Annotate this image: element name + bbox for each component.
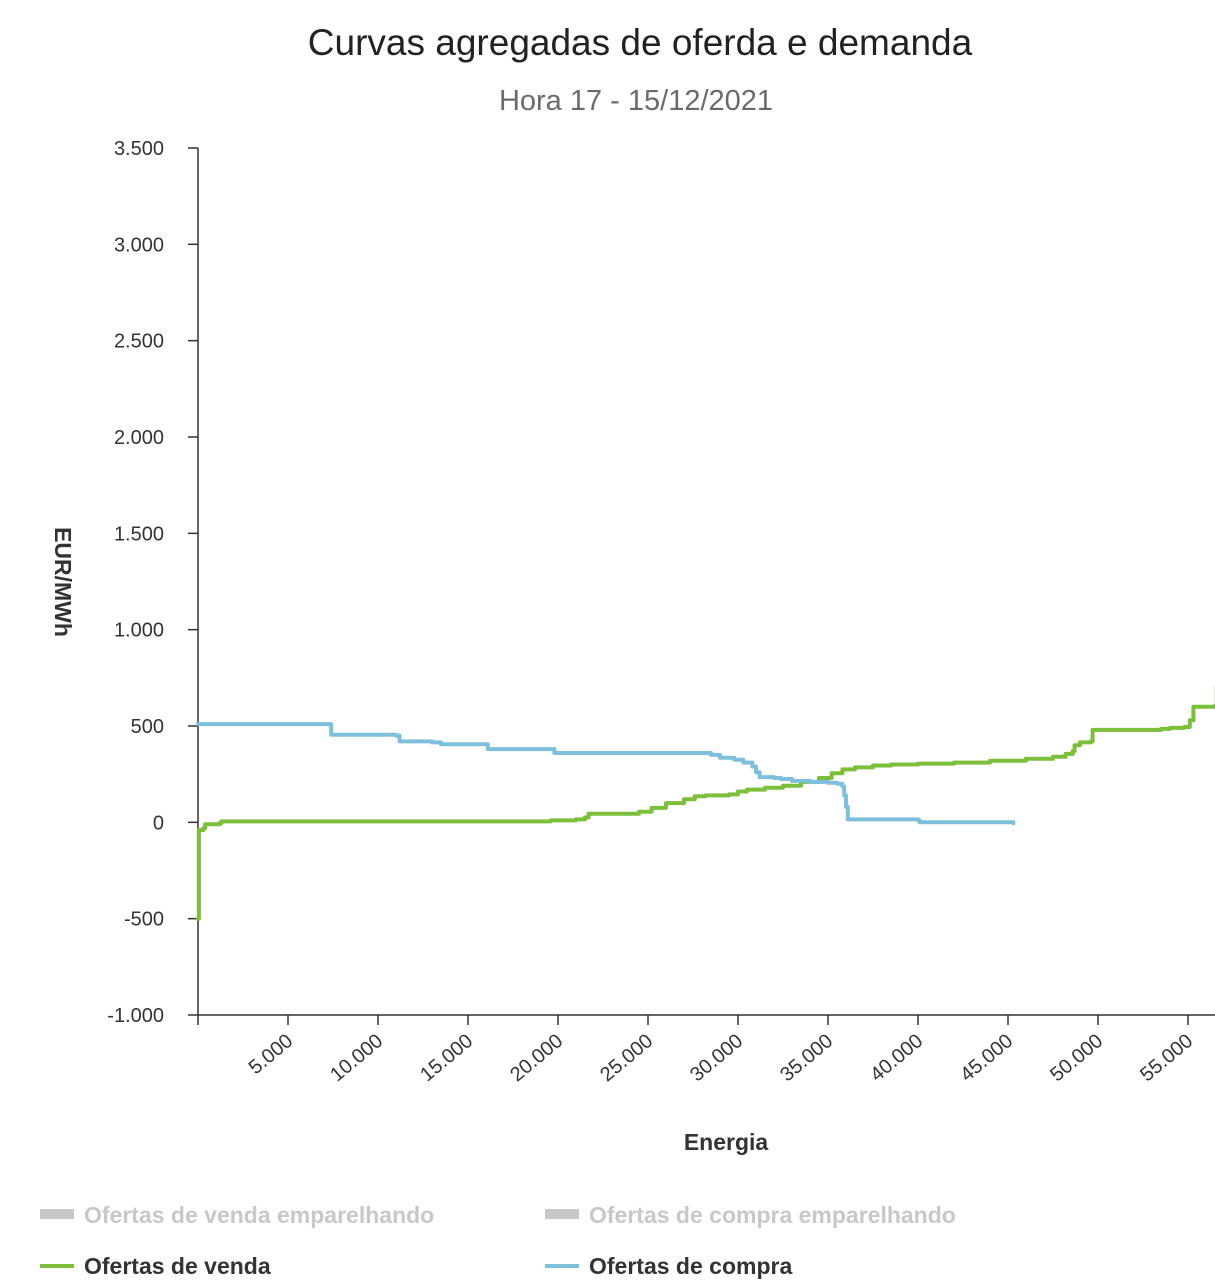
x-tick-label: 35.000 [776, 1030, 837, 1086]
chart-title: Curvas agregadas de oferda e demanda [308, 22, 973, 63]
legend-swatch [40, 1209, 74, 1219]
legend-label: Ofertas de venda [84, 1253, 271, 1279]
x-tick-label: 50.000 [1046, 1030, 1107, 1086]
x-tick-label: 45.000 [956, 1030, 1017, 1086]
y-tick-label: 500 [131, 716, 164, 738]
chart-subtitle: Hora 17 - 15/12/2021 [499, 85, 773, 117]
x-axis-title: Energia [684, 1129, 769, 1155]
legend-item[interactable]: Ofertas de compra emparelhando [545, 1202, 956, 1228]
legend-item[interactable]: Ofertas de venda [40, 1253, 271, 1279]
y-tick-label: 2.500 [114, 331, 164, 353]
series-line-ofertas-de-venda [196, 684, 1215, 921]
y-tick-label: -500 [124, 909, 164, 931]
x-tick-label: 10.000 [326, 1030, 387, 1086]
y-tick-label: 1.000 [114, 620, 164, 642]
legend-label: Ofertas de compra emparelhando [589, 1202, 956, 1228]
y-tick-label: 0 [153, 812, 164, 834]
series-line-ofertas-de-compra [196, 722, 1016, 826]
legend: Ofertas de venda emparelhando Ofertas de … [40, 1202, 956, 1279]
x-tick-label: 30.000 [686, 1030, 747, 1086]
y-tick-label: 2.000 [114, 427, 164, 449]
x-tick-label: 20.000 [506, 1030, 567, 1086]
x-tick-label: 25.000 [596, 1030, 657, 1086]
x-tick-label: 55.000 [1136, 1030, 1197, 1086]
y-tick-label: 1.500 [114, 523, 164, 545]
legend-label: Ofertas de compra [589, 1253, 792, 1279]
y-tick-label: 3.000 [114, 234, 164, 256]
y-tick-label: 3.500 [114, 138, 164, 160]
x-tick-label: 5.000 [245, 1030, 297, 1079]
y-axis-ticks: -1.000 -500 0 500 1.000 1.500 2.000 2.500 3.000 3… [107, 138, 198, 1027]
y-tick-label: -1.000 [107, 1005, 164, 1027]
legend-label: Ofertas de venda emparelhando [84, 1202, 434, 1228]
x-tick-label: 15.000 [416, 1030, 477, 1086]
x-tick-label: 40.000 [866, 1030, 927, 1086]
plot-area: -1.000 -500 0 500 1.000 1.500 2.000 2.500 3.000 3… [107, 138, 1215, 1086]
legend-swatch [545, 1209, 579, 1219]
x-axis-ticks: 5.000 10.000 15.000 20.000 25.000 30.000 35.00… [197, 1015, 1197, 1086]
y-axis-title: EUR/MWh [50, 527, 76, 637]
legend-item[interactable]: Ofertas de venda emparelhando [40, 1202, 434, 1228]
legend-item[interactable]: Ofertas de compra [545, 1253, 792, 1279]
series-group [196, 684, 1215, 921]
